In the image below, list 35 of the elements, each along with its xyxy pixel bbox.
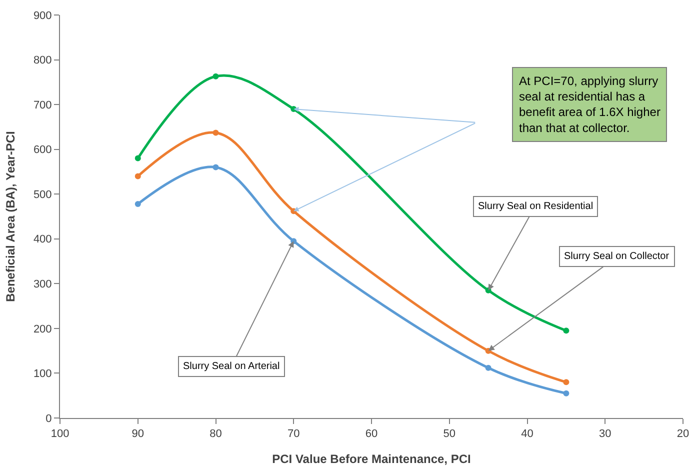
point [485, 364, 492, 371]
point [212, 73, 219, 80]
x-tick-label: 70 [288, 428, 300, 440]
x-tick-label: 30 [599, 428, 612, 440]
point [212, 164, 219, 170]
x-tick-label: 100 [50, 428, 70, 440]
y-tick-label: 100 [33, 368, 52, 380]
text: Slurry Seal on Collector [564, 251, 670, 262]
point [563, 328, 570, 334]
y-tick-label: 900 [33, 10, 52, 22]
y-tick-label: 600 [33, 144, 52, 156]
point [134, 155, 141, 162]
y-tick-label: 500 [33, 188, 52, 201]
x-axis-title: PCI Value Before Maintenance, PCI [272, 452, 471, 466]
x-tick-label: 50 [443, 428, 456, 440]
point [563, 379, 570, 386]
point [134, 173, 141, 180]
text: Slurry Seal on Residential [478, 201, 594, 212]
x-tick-label: 60 [365, 428, 378, 440]
y-tick-label: 200 [33, 323, 52, 336]
y-tick-label: 400 [33, 234, 52, 246]
y-tick-label: 800 [33, 54, 52, 67]
point [212, 130, 219, 136]
y-tick-label: 300 [33, 278, 52, 291]
annotation: At PCI=70, applying slurry seal at residential has a benefit area of 1.6X higher than that at collector. [519, 74, 660, 135]
y-tick-label: 0 [46, 412, 52, 425]
y-tick-label: 700 [33, 99, 52, 112]
point [563, 390, 570, 396]
x-tick-label: 80 [210, 428, 222, 440]
x-tick-label: 40 [521, 428, 534, 440]
point [134, 200, 141, 207]
text: Slurry Seal on Arterial [183, 361, 280, 372]
x-tick-label: 90 [132, 428, 144, 440]
x-tick-label: 20 [676, 428, 690, 440]
y-axis-title: Beneficial Area (BA), Year-PCI [4, 131, 18, 302]
